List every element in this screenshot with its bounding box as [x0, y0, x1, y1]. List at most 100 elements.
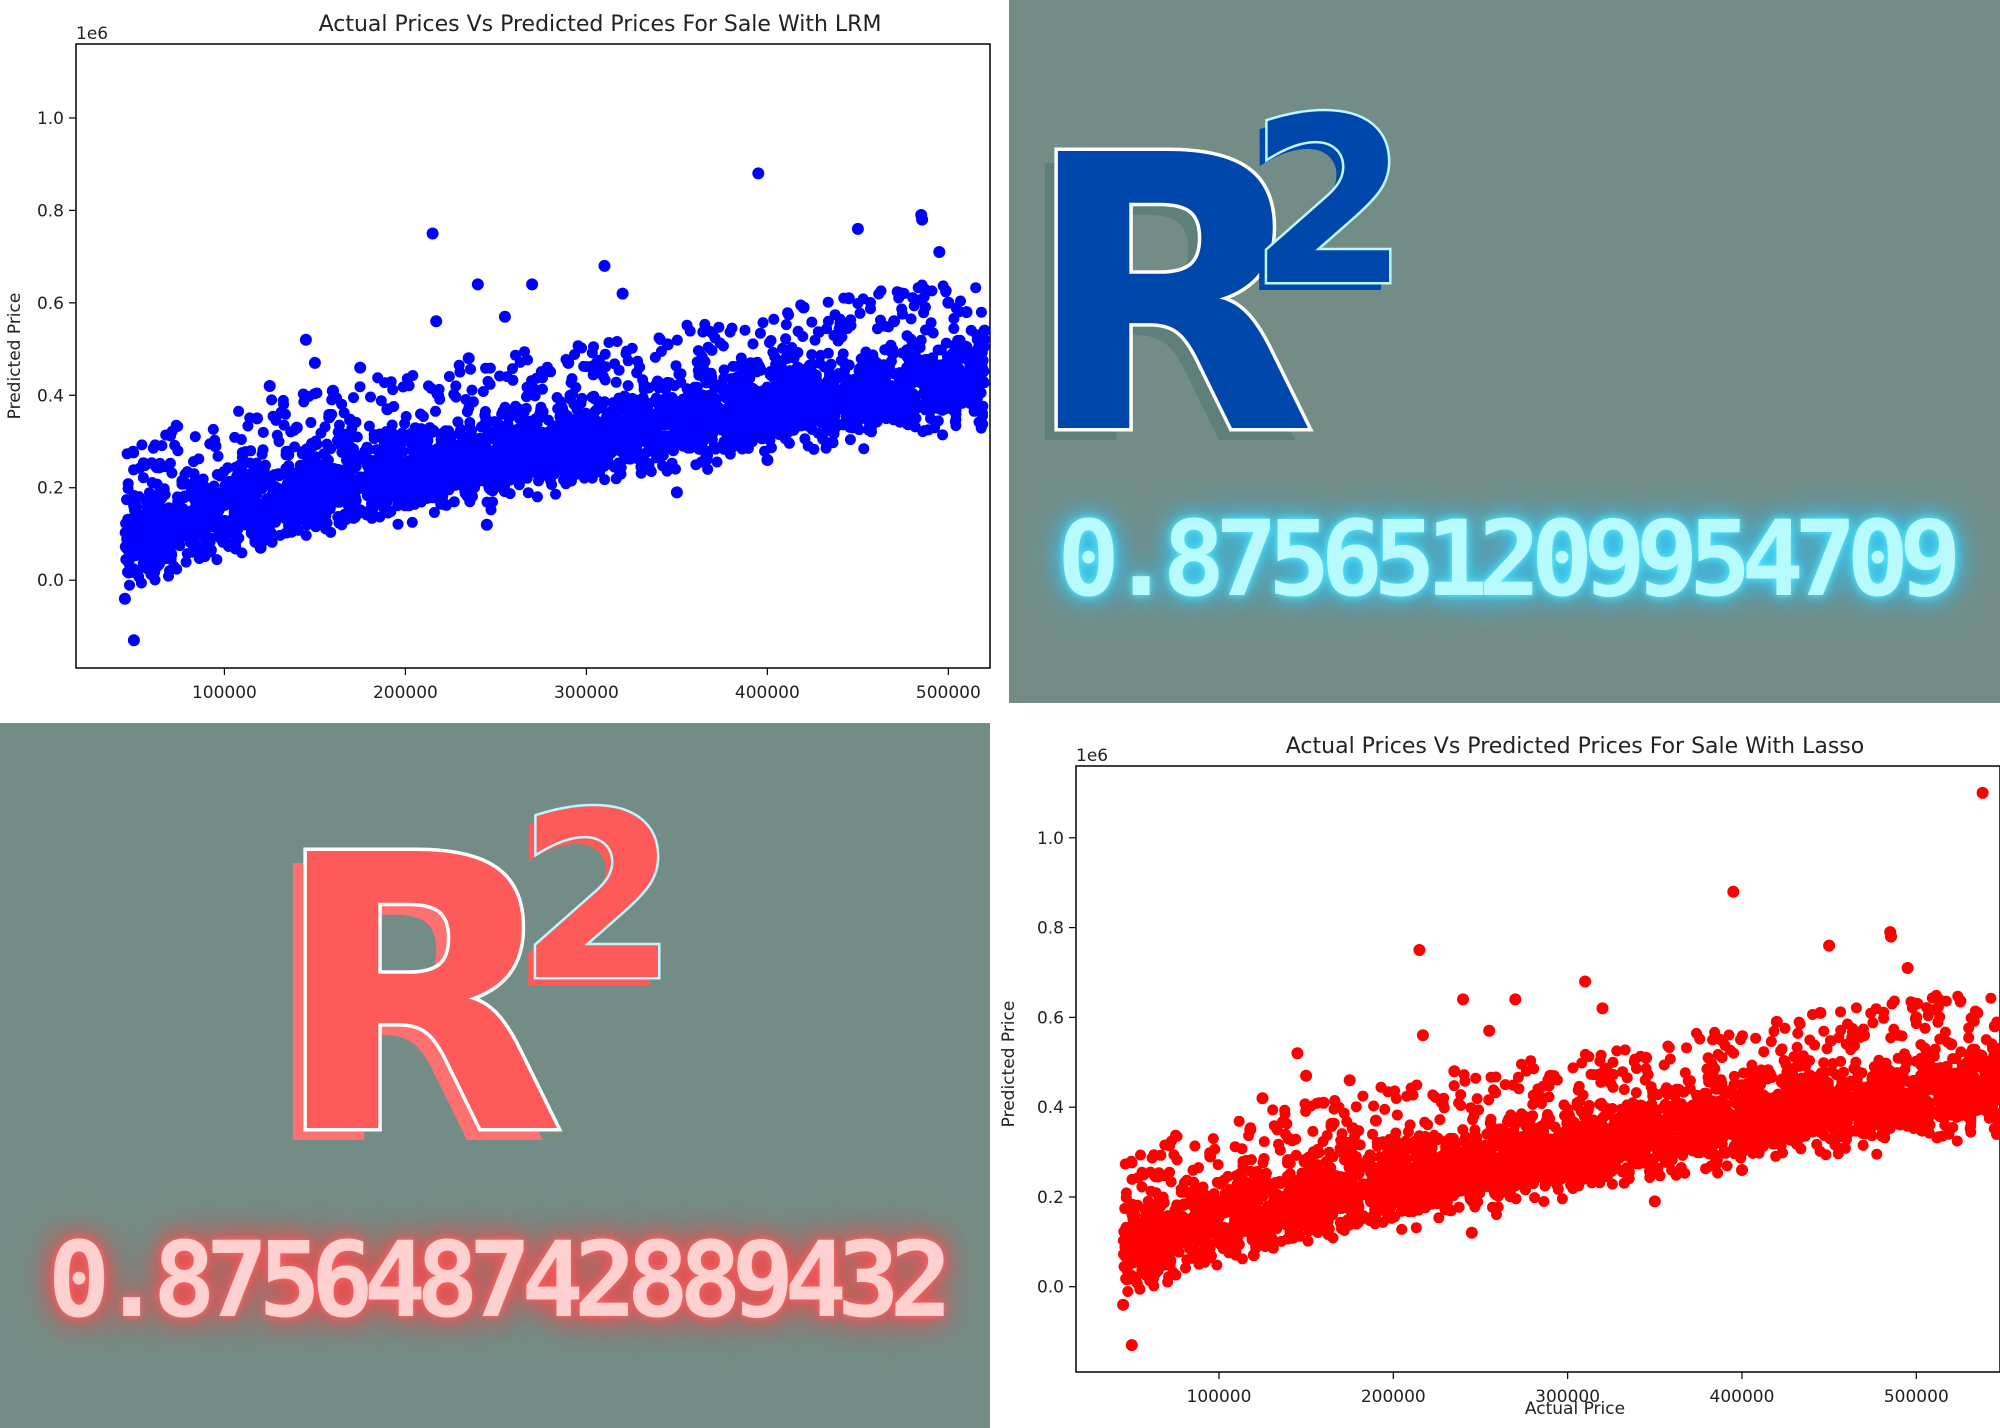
scatter-point	[946, 348, 958, 360]
scatter-point	[188, 468, 200, 480]
scatter-point	[453, 468, 465, 480]
lrm-y-tick-label: 1.0	[37, 109, 64, 129]
scatter-point	[211, 554, 223, 566]
scatter-point	[137, 457, 149, 469]
scatter-point	[652, 375, 663, 387]
scatter-point	[528, 426, 540, 438]
scatter-point	[224, 477, 235, 488]
scatter-point	[727, 441, 738, 453]
scatter-point	[671, 334, 683, 346]
scatter-point	[699, 356, 711, 368]
scatter-point	[826, 376, 838, 388]
scatter-point	[498, 449, 510, 461]
scatter-point	[208, 480, 220, 492]
scatter-point	[597, 370, 609, 382]
scatter-point	[430, 405, 441, 417]
scatter-outlier-point	[209, 440, 222, 453]
scatter-point	[750, 411, 762, 423]
scatter-point	[915, 364, 927, 376]
scatter-point	[320, 477, 332, 489]
scatter-point	[368, 429, 380, 441]
scatter-point	[433, 492, 445, 504]
scatter-point	[163, 570, 174, 582]
scatter-point	[459, 488, 471, 499]
scatter-point	[808, 384, 820, 396]
scatter-point	[513, 445, 525, 457]
scatter-point	[975, 306, 987, 318]
scatter-point	[445, 454, 457, 465]
scatter-point	[637, 374, 649, 386]
scatter-point	[393, 454, 405, 466]
scatter-point	[564, 441, 576, 453]
scatter-point	[169, 439, 181, 451]
scatter-point	[564, 454, 576, 466]
scatter-point	[228, 516, 240, 528]
lrm-chart-svg: Actual Prices Vs Predicted Prices For Sa…	[5, 12, 991, 703]
r2-lasso-sup-icon: 2	[518, 765, 678, 1032]
scatter-point	[399, 418, 411, 430]
scatter-point	[380, 463, 392, 475]
scatter-point	[321, 499, 333, 511]
scatter-point	[453, 359, 465, 371]
scatter-point	[131, 500, 142, 512]
r2-lasso-sup-shadow: 2	[510, 773, 670, 1040]
scatter-point	[906, 395, 918, 407]
scatter-point	[942, 369, 954, 381]
scatter-point	[151, 478, 163, 490]
scatter-point	[121, 494, 132, 506]
scatter-point	[768, 313, 780, 325]
scatter-point	[464, 417, 476, 428]
scatter-point	[622, 380, 634, 392]
scatter-point	[416, 486, 428, 498]
scatter-point	[180, 556, 192, 568]
scatter-point	[533, 475, 544, 487]
scatter-point	[778, 409, 790, 421]
scatter-point	[325, 526, 337, 538]
scatter-point	[414, 449, 426, 460]
scatter-point	[757, 433, 769, 445]
scatter-point	[309, 455, 321, 467]
scatter-point	[835, 355, 847, 366]
scatter-point	[589, 406, 601, 418]
scatter-point	[233, 405, 245, 417]
scatter-point	[790, 378, 802, 390]
scatter-point	[518, 406, 530, 418]
scatter-point	[298, 396, 310, 408]
scatter-point	[288, 508, 300, 520]
scatter-point	[350, 460, 362, 472]
scatter-point	[793, 388, 804, 400]
scatter-point	[319, 449, 331, 461]
scatter-point	[948, 340, 960, 351]
scatter-point	[825, 358, 837, 370]
scatter-point	[914, 342, 926, 353]
scatter-point	[282, 470, 294, 482]
scatter-outlier-point	[598, 259, 611, 272]
lasso-offset-label: 1e6	[1076, 746, 1108, 766]
scatter-point	[691, 381, 703, 393]
scatter-point	[261, 507, 273, 519]
scatter-point	[780, 333, 792, 345]
scatter-point	[465, 363, 476, 375]
scatter-point	[626, 342, 638, 354]
scatter-point	[943, 379, 954, 391]
scatter-point	[179, 468, 191, 480]
scatter-point	[922, 380, 934, 392]
scatter-point	[346, 423, 358, 434]
scatter-point	[165, 537, 177, 549]
r2-lasso-r-shadow: R	[258, 787, 551, 1230]
lasso-x-ticks: 100000 200000 300000 400000 500000	[1187, 1372, 1949, 1407]
scatter-point	[342, 451, 354, 462]
scatter-point	[754, 327, 766, 339]
scatter-point	[125, 527, 137, 538]
scatter-point	[704, 325, 716, 337]
scatter-point	[585, 461, 597, 473]
scatter-point	[311, 387, 323, 399]
scatter-point	[348, 392, 359, 404]
scatter-point	[397, 487, 409, 499]
lrm-y-tick-label: 0.0	[37, 571, 64, 591]
scatter-point	[509, 468, 521, 480]
scatter-point	[609, 358, 621, 370]
scatter-point	[231, 534, 243, 546]
scatter-point	[354, 381, 366, 393]
scatter-point	[622, 437, 634, 449]
